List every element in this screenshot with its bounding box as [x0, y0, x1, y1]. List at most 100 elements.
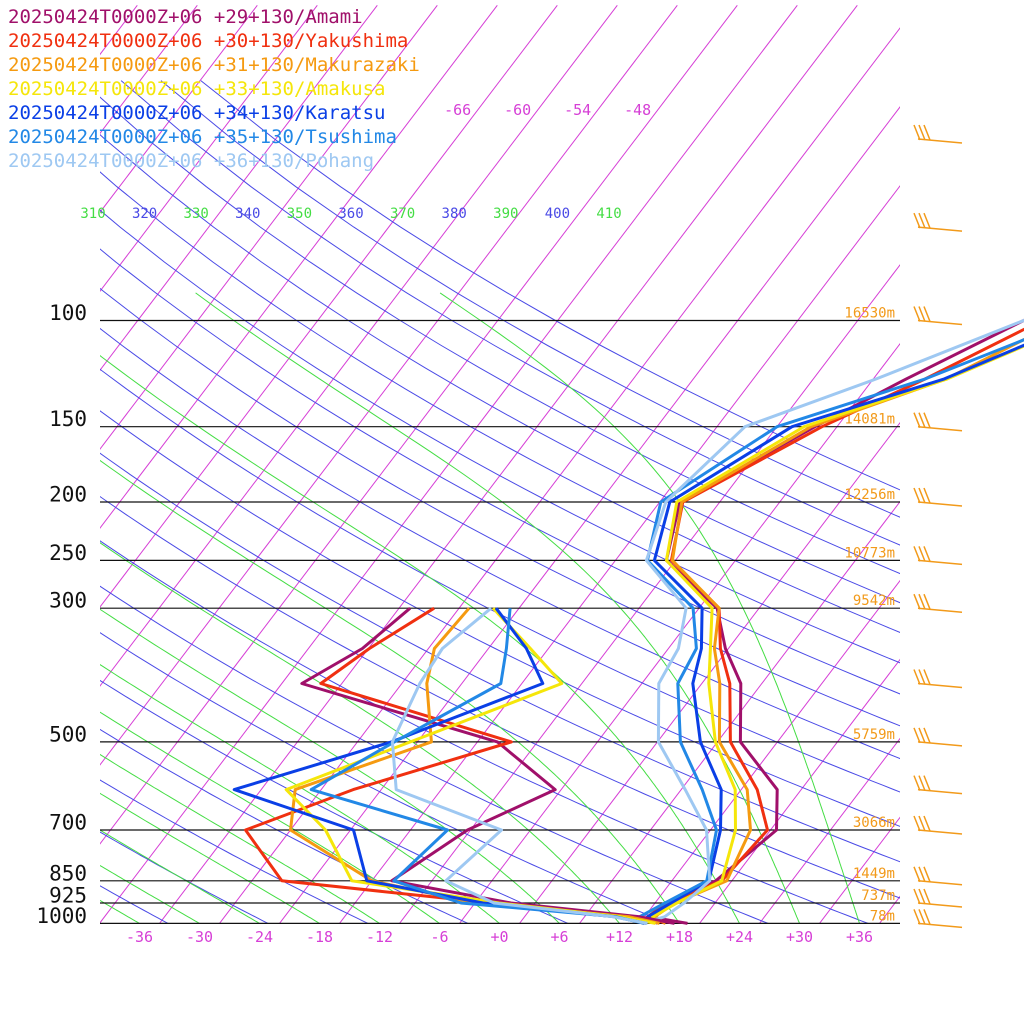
temperature-tick-label: +12: [606, 928, 633, 946]
isotherm-line: [100, 4, 378, 371]
isotherm-line: [699, 658, 900, 924]
isotherm-line: [100, 4, 738, 845]
pressure-tick-label: 1000: [36, 904, 87, 928]
isotherm-line: [759, 737, 900, 924]
theta-label: 330: [184, 206, 209, 222]
dry-adiabat-lines: [0, 80, 900, 937]
sounding-line: [309, 608, 645, 925]
sounding-line: [646, 327, 1024, 925]
dry-adiabat-line: [100, 495, 900, 899]
pressure-tick-label: 850: [49, 861, 87, 885]
legend-entry: 20250424T0000Z+06 +33+130/Amakusa: [8, 78, 386, 100]
pressure-tick-label: 300: [49, 589, 87, 613]
legend-entry: 20250424T0000Z+06 +34+130/Karatsu: [8, 102, 386, 124]
height-label: 12256m: [844, 487, 895, 503]
height-label: 16530m: [844, 306, 895, 322]
upper-isotherm-label: -66: [444, 101, 471, 119]
sounding-line: [651, 344, 1024, 925]
theta-label: 310: [80, 206, 105, 222]
dry-adiabat-line: [100, 679, 571, 924]
dry-adiabat-line: [100, 248, 900, 695]
isotherm-line: [579, 500, 900, 924]
theta-label: 380: [442, 206, 467, 222]
sounding-line: [390, 607, 648, 925]
wind-barbs: [913, 124, 963, 929]
upper-isotherm-label: -54: [564, 101, 591, 119]
isotherm-line: [100, 4, 438, 450]
theta-label: 410: [596, 206, 621, 222]
wind-barb: [913, 866, 963, 886]
height-label: 3066m: [853, 815, 895, 831]
legend-entry: 20250424T0000Z+06 +31+130/Makurazaki: [8, 54, 420, 76]
dry-adiabat-line: [100, 209, 900, 664]
isotherm-line: [639, 579, 900, 924]
temperature-tick-label: +0: [490, 928, 508, 946]
pressure-tick-label: 200: [49, 482, 87, 506]
sounding-line: [284, 607, 656, 925]
wind-barb: [913, 815, 963, 835]
theta-label: 350: [287, 206, 312, 222]
sounding-line: [653, 337, 1024, 925]
pressure-tick-label: 500: [49, 722, 87, 746]
temperature-tick-label: +30: [786, 928, 813, 946]
temperature-tick-label: -18: [306, 928, 333, 946]
isotherm-line: [100, 4, 558, 608]
dry-adiabat-line: [0, 81, 91, 937]
height-labels: 16530m 14081m 12256m 10773m 9542m 5759m 3066m 1…: [844, 306, 895, 925]
wind-barb: [913, 212, 963, 232]
dry-adiabat-line: [100, 368, 900, 793]
dry-adiabat-line: [100, 728, 471, 924]
isotherm-line: [100, 4, 678, 766]
wind-barb: [913, 546, 963, 566]
sounding-line: [641, 318, 1024, 925]
temperature-tick-label: -36: [126, 928, 153, 946]
pressure-tick-label: 100: [49, 301, 87, 325]
temperature-tick-label: +6: [550, 928, 568, 946]
pressure-tick-label: 700: [49, 811, 87, 835]
upper-isotherm-label: -60: [504, 101, 531, 119]
dry-adiabat-line: [100, 327, 900, 760]
dry-adiabat-line: [160, 80, 900, 518]
wind-barb: [913, 727, 963, 747]
temperature-tick-label: -24: [246, 928, 273, 946]
legend: 20250424T0000Z+06 +29+130/Amami 20250424T…: [8, 6, 420, 172]
dry-adiabat-line: [100, 410, 900, 827]
temperature-tick-label: +24: [726, 928, 753, 946]
legend-entry: 20250424T0000Z+06 +35+130/Tsushima: [8, 126, 397, 148]
temperature-tick-label: -6: [430, 928, 448, 946]
dry-adiabat-line: [120, 80, 900, 546]
wind-barb: [913, 412, 963, 432]
sounding-series: [232, 318, 1024, 925]
sounding-line: [648, 318, 1024, 925]
height-label: 14081m: [844, 412, 895, 428]
isotherm-line: [159, 4, 858, 924]
theta-label: 390: [493, 206, 518, 222]
dry-adiabat-line: [100, 287, 900, 727]
legend-entry: 20250424T0000Z+06 +36+130/Pohang: [8, 150, 374, 172]
isotherm-line: [819, 816, 900, 924]
pressure-tick-label: 925: [49, 883, 87, 907]
temperature-tick-label: -12: [366, 928, 393, 946]
height-label: 78m: [870, 908, 895, 924]
isotherm-line: [100, 4, 258, 214]
theta-label: 400: [545, 206, 570, 222]
upper-isotherm-labels: -66 -60 -54 -48: [444, 101, 651, 119]
wind-barb: [913, 306, 963, 326]
wind-barb: [913, 669, 963, 689]
theta-label: 360: [338, 206, 363, 222]
height-label: 9542m: [853, 593, 895, 609]
sounding-line: [646, 343, 1024, 925]
isotherm-line: [879, 895, 900, 924]
height-label: 5759m: [853, 727, 895, 743]
isotherm-line: [459, 343, 900, 924]
dry-adiabat-line: [100, 133, 900, 604]
wind-barb: [913, 487, 963, 507]
temperature-axis: -36 -30 -24 -18 -12 -6 +0 +6 +12 +18 +24 +30 +36: [126, 928, 873, 946]
legend-entry: 20250424T0000Z+06 +29+130/Amami: [8, 6, 363, 28]
dry-adiabat-line: [100, 885, 171, 924]
wind-barb: [913, 775, 963, 795]
theta-labels: 310 320 330 340 350 360 370 380 390 400 410: [80, 206, 621, 222]
dry-adiabat-line: [100, 171, 900, 633]
dry-adiabat-line: [100, 96, 900, 575]
